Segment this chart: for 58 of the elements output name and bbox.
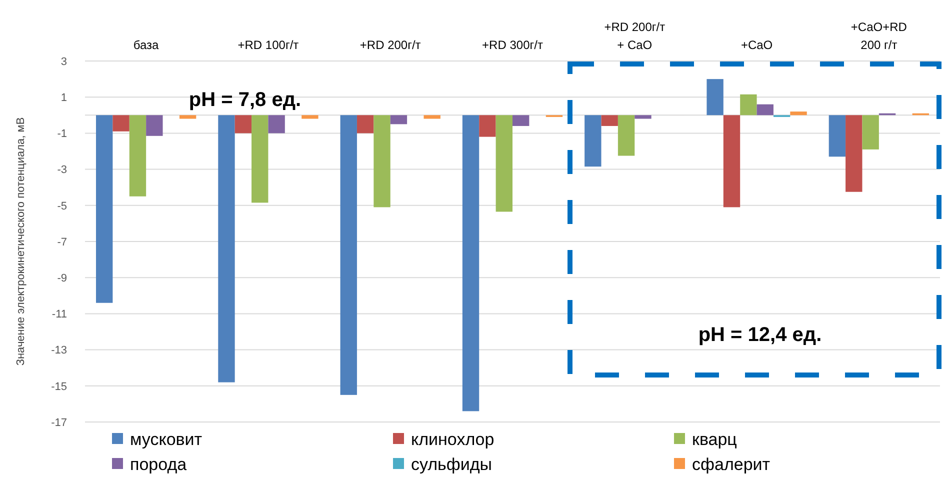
annotation: pH = 12,4 ед. bbox=[698, 324, 822, 346]
bar bbox=[462, 115, 480, 412]
bar bbox=[340, 115, 357, 395]
x-tick-label: +RD 200г/т bbox=[360, 38, 422, 52]
x-tick-label: база bbox=[133, 38, 160, 52]
bar bbox=[112, 115, 130, 132]
y-tick-label: -3 bbox=[57, 164, 67, 176]
legend-label: клинохлор bbox=[411, 430, 494, 449]
legend-label: мусковит bbox=[130, 430, 202, 449]
bar bbox=[790, 112, 807, 116]
y-tick-label: 3 bbox=[60, 56, 67, 68]
bar bbox=[129, 115, 146, 196]
legend-label: порода bbox=[130, 454, 188, 474]
bar bbox=[584, 115, 602, 167]
legend-label: кварц bbox=[692, 430, 738, 449]
y-axis-title: Значение электрокинетического потенциала, мВ bbox=[15, 117, 27, 366]
bar bbox=[756, 104, 774, 116]
bar bbox=[740, 94, 757, 116]
bar bbox=[846, 115, 862, 192]
bar bbox=[302, 115, 318, 119]
y-tick-label: -5 bbox=[57, 200, 67, 212]
legend-label: сульфиды bbox=[411, 454, 492, 474]
y-tick-label: -15 bbox=[51, 380, 67, 393]
x-tick-label: +CaO+RD 200 г/т bbox=[850, 20, 908, 52]
legend-label: сфалерит bbox=[692, 454, 770, 474]
bar bbox=[828, 115, 846, 157]
y-tick-label: 1 bbox=[60, 92, 67, 104]
bar bbox=[390, 115, 408, 124]
bar bbox=[374, 115, 390, 208]
bar bbox=[618, 115, 635, 156]
bar bbox=[723, 115, 740, 208]
y-tick-label: -11 bbox=[52, 308, 67, 321]
annotation: pH = 7,8 ед. bbox=[188, 89, 302, 111]
bar bbox=[512, 115, 530, 126]
y-tick-label: -7 bbox=[57, 236, 67, 248]
bar bbox=[634, 115, 652, 119]
y-tick-label: -13 bbox=[51, 344, 67, 357]
bar bbox=[862, 115, 879, 150]
bar bbox=[706, 79, 724, 116]
y-tick-label: -9 bbox=[57, 272, 67, 284]
x-tick-label: +CaO bbox=[740, 38, 773, 52]
y-tick-label: -17 bbox=[51, 416, 67, 429]
y-tick-label: -1 bbox=[57, 128, 67, 140]
bar bbox=[356, 115, 374, 134]
bar bbox=[424, 115, 440, 119]
bar bbox=[96, 115, 113, 303]
x-tick-label: +RD 100г/т bbox=[238, 38, 300, 52]
bar bbox=[496, 115, 512, 212]
bar bbox=[234, 115, 252, 134]
bar bbox=[146, 115, 163, 136]
x-tick-label: +RD 300г/т bbox=[482, 38, 544, 52]
bar bbox=[218, 115, 235, 382]
bar bbox=[268, 115, 285, 134]
bar bbox=[601, 115, 618, 126]
bar bbox=[179, 115, 196, 119]
x-tick-label: +RD 200г/т + CaO bbox=[604, 20, 666, 52]
bar bbox=[479, 115, 496, 137]
bar bbox=[252, 115, 268, 203]
